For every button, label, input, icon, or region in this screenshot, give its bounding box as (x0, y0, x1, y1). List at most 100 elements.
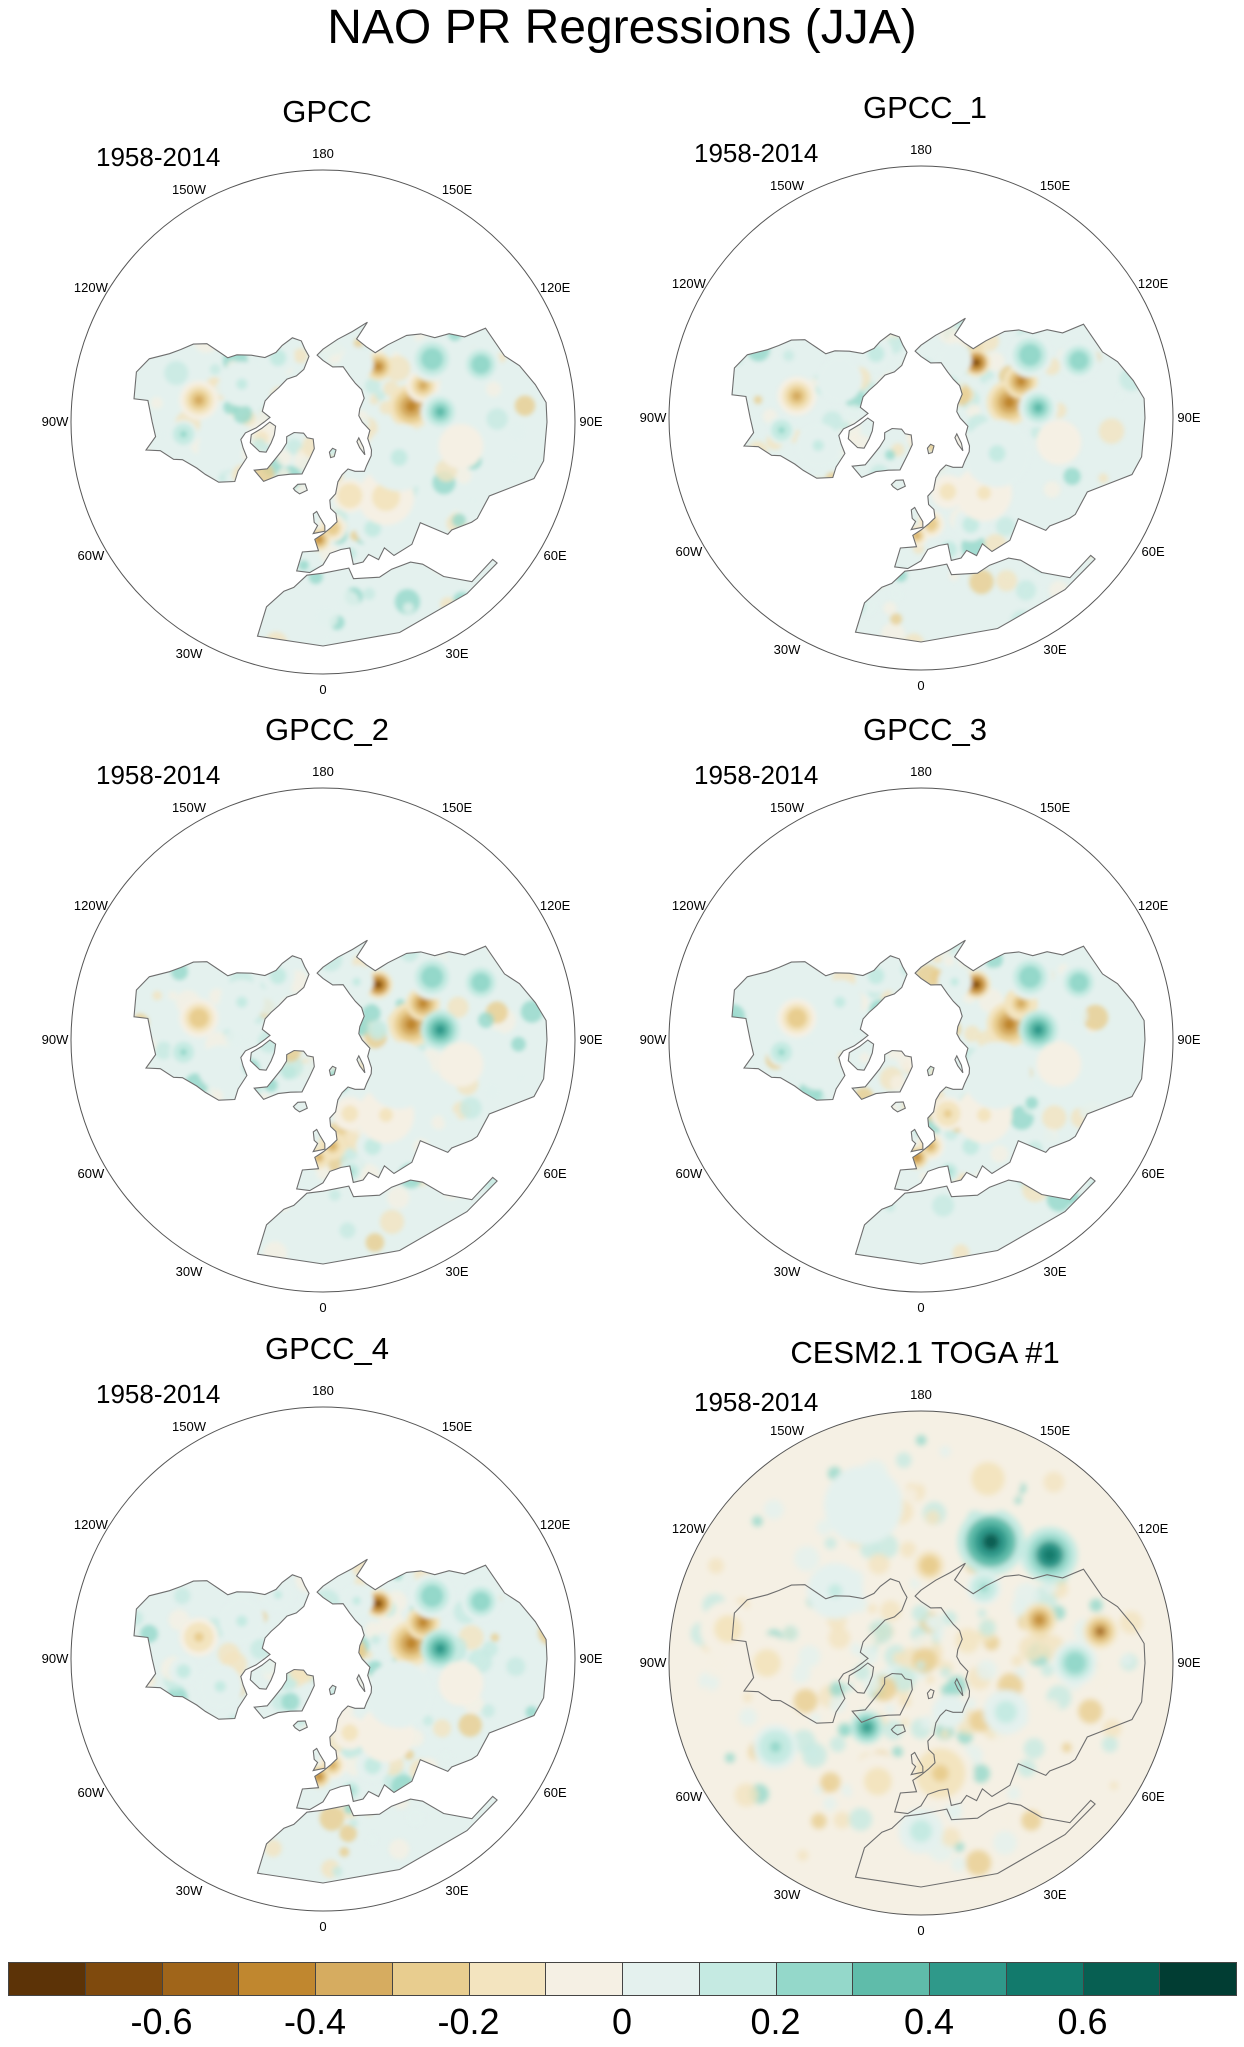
longitude-label: 150E (1040, 1423, 1071, 1438)
longitude-label: 60W (676, 1789, 703, 1804)
longitude-label: 0 (917, 678, 924, 693)
longitude-label: 90W (42, 1032, 69, 1047)
map-panel-gpcc: 180 150E 120E 90E 60E 30E 0 30W 60W 90W 120W 150W G… (28, 94, 626, 714)
longitude-label: 30E (1043, 1887, 1066, 1902)
regression-field (134, 322, 547, 646)
colorbar-cell (315, 1962, 393, 1996)
coastlines (133, 321, 548, 647)
longitude-label: 150E (1040, 800, 1071, 815)
longitude-label: 120E (540, 1517, 571, 1532)
colorbar-cell (545, 1962, 623, 1996)
longitude-label: 30E (1043, 1264, 1066, 1279)
longitude-label: 150W (172, 800, 207, 815)
longitude-label: 90E (579, 1651, 602, 1666)
colorbar-cell (929, 1962, 1007, 1996)
colorbar-cell (1005, 1962, 1084, 1996)
map-panel-gpcc-1: 180 150E 120E 90E 60E 30E 0 30W 60W 90W 120W 150W G… (626, 90, 1224, 710)
map-boundary (668, 1410, 1174, 1916)
longitude-label: 120W (672, 276, 707, 291)
longitude-label: 60W (78, 1166, 105, 1181)
longitude-label: 60W (78, 548, 105, 563)
longitude-label: 60E (544, 548, 567, 563)
longitude-label: 60E (544, 1166, 567, 1181)
longitude-label: 90W (640, 1032, 667, 1047)
longitude-label: 30E (445, 646, 468, 661)
longitude-label: 180 (910, 1387, 932, 1402)
longitude-label: 90W (42, 1651, 69, 1666)
period-label: 1958-2014 (694, 1387, 819, 1417)
colorbar-cell (775, 1962, 854, 1996)
longitude-label: 120E (540, 898, 571, 913)
longitude-label: 120E (1138, 1521, 1169, 1536)
longitude-label: 60E (544, 1785, 567, 1800)
colorbar-cell (622, 1962, 700, 1996)
longitude-label: 120W (74, 898, 109, 913)
longitude-label: 150W (770, 1423, 805, 1438)
coastlines (133, 939, 548, 1265)
longitude-label: 180 (312, 1383, 334, 1398)
longitude-label: 120W (672, 1521, 707, 1536)
regression-field (732, 318, 1145, 642)
longitude-label: 90E (579, 414, 602, 429)
regression-field (732, 940, 1145, 1264)
polar-map: 180 150E 120E 90E 60E 30E 0 30W 60W 90W 120W 150W (42, 1383, 603, 1934)
longitude-label: 30W (176, 646, 203, 661)
longitude-label: 120W (74, 1517, 109, 1532)
coastlines (731, 939, 1146, 1265)
longitude-label: 0 (319, 1919, 326, 1934)
colorbar-cell (238, 1962, 316, 1996)
longitude-label: 150W (172, 1419, 207, 1434)
colorbar-cell (698, 1962, 777, 1996)
longitude-label: 60E (1142, 544, 1165, 559)
regression-field (134, 940, 547, 1264)
longitude-label: 90E (1177, 410, 1200, 425)
colorbar-cell (84, 1962, 163, 1996)
polar-map: 180 150E 120E 90E 60E 30E 0 30W 60W 90W 120W 150W (640, 764, 1201, 1315)
coastlines (133, 1558, 548, 1884)
longitude-label: 0 (917, 1300, 924, 1315)
panel-title: GPCC_4 (264, 1331, 390, 1366)
polar-map: 180 150E 120E 90E 60E 30E 0 30W 60W 90W 120W 150W (42, 764, 603, 1315)
longitude-label: 180 (910, 764, 932, 779)
longitude-label: 0 (319, 1300, 326, 1315)
colorbar-cell (161, 1962, 240, 1996)
colorbar-tick-label: 0.4 (903, 2001, 955, 2042)
polar-map: 180 150E 120E 90E 60E 30E 0 30W 60W 90W 120W 150W (640, 1387, 1201, 1938)
panel-title: GPCC (282, 94, 372, 129)
longitude-label: 150W (770, 800, 805, 815)
longitude-label: 30E (445, 1883, 468, 1898)
longitude-label: 150W (172, 182, 207, 197)
longitude-label: 30E (1043, 642, 1066, 657)
colorbar-tick-label: -0.6 (130, 2001, 193, 2042)
longitude-label: 90E (1177, 1655, 1200, 1670)
map-boundary (668, 165, 1174, 671)
period-label: 1958-2014 (96, 1379, 221, 1409)
polar-map: 180 150E 120E 90E 60E 30E 0 30W 60W 90W 120W 150W (42, 146, 603, 697)
regression-field (134, 1559, 547, 1883)
panel-title: GPCC_1 (862, 90, 988, 125)
longitude-label: 150E (1040, 178, 1071, 193)
longitude-label: 0 (319, 682, 326, 697)
map-boundary (70, 169, 576, 675)
period-label: 1958-2014 (694, 138, 819, 168)
longitude-label: 120E (1138, 276, 1169, 291)
coastlines (731, 317, 1146, 643)
colorbar-cell (1082, 1962, 1161, 1996)
longitude-label: 60W (78, 1785, 105, 1800)
longitude-label: 180 (910, 142, 932, 157)
longitude-label: 30E (445, 1264, 468, 1279)
colorbar-cell (468, 1962, 547, 1996)
map-boundary (70, 1406, 576, 1912)
colorbar-cell (8, 1962, 86, 1996)
longitude-label: 30W (176, 1264, 203, 1279)
period-label: 1958-2014 (96, 760, 221, 790)
longitude-label: 150E (442, 800, 473, 815)
panel-title: GPCC_3 (862, 712, 988, 747)
longitude-label: 30W (774, 1887, 801, 1902)
longitude-label: 30W (176, 1883, 203, 1898)
longitude-label: 150W (770, 178, 805, 193)
map-panel-gpcc-3: 180 150E 120E 90E 60E 30E 0 30W 60W 90W 120W 150W G… (626, 712, 1224, 1332)
longitude-label: 60E (1142, 1166, 1165, 1181)
colorbar-cell (1159, 1962, 1237, 1996)
colorbar-tick-label: 0.6 (1057, 2001, 1108, 2042)
